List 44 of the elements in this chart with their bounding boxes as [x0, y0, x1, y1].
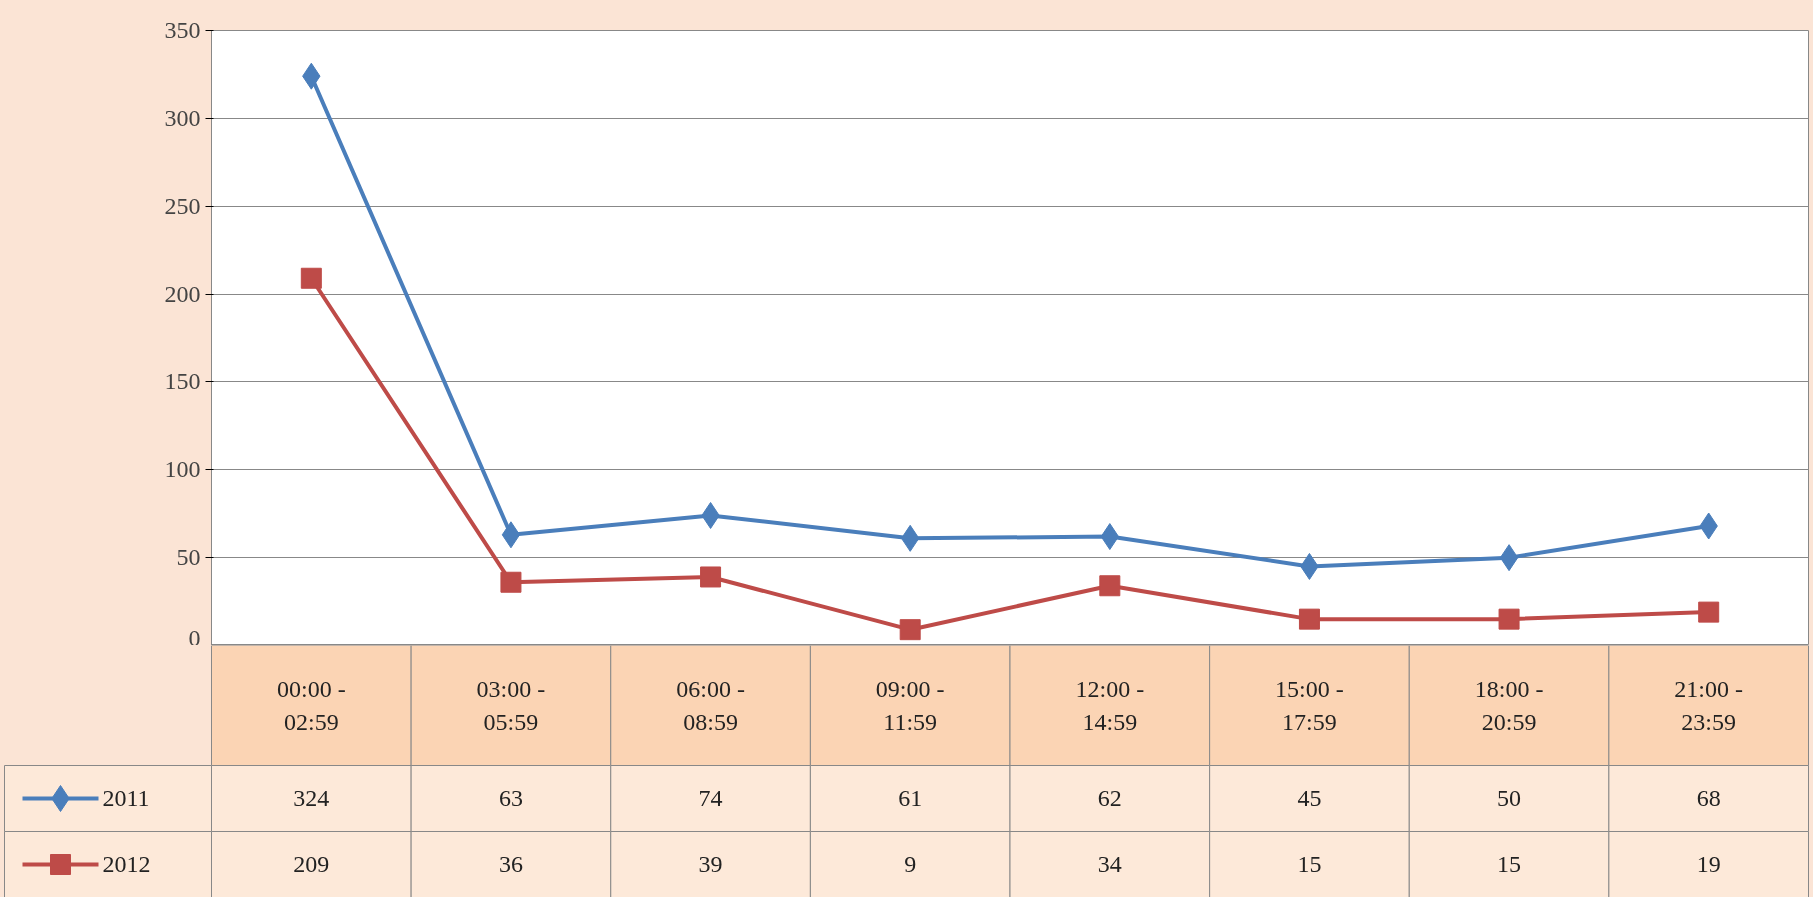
- x-tick-label: 15:00 - 17:59: [1275, 675, 1344, 736]
- data-label: 39: [698, 851, 723, 877]
- point: [300, 267, 322, 289]
- data-label: 15: [1497, 851, 1522, 877]
- y-tick-label: 200: [164, 280, 201, 307]
- point: [1099, 575, 1121, 597]
- point: [1298, 608, 1320, 630]
- point: [1498, 608, 1520, 630]
- x-tick-label: 12:00 - 14:59: [1075, 675, 1145, 736]
- point: [501, 521, 521, 549]
- x-tick-label: 21:00 - 23:59: [1674, 675, 1744, 736]
- x-tick-label: 06:00 - 08:59: [676, 675, 745, 736]
- y-tick-label: 100: [164, 456, 201, 483]
- legend-label: 2011: [102, 785, 150, 811]
- data-label: 62: [1097, 785, 1122, 811]
- y-tick-label: 250: [164, 192, 201, 219]
- point: [1499, 544, 1519, 572]
- data-label: 63: [498, 785, 523, 811]
- data-label: 74: [698, 785, 723, 811]
- y-tick-label: 50: [176, 544, 201, 571]
- x-tick-label: 18:00 - 20:59: [1474, 675, 1544, 736]
- data-label: 68: [1696, 785, 1721, 811]
- y-tick-label: 150: [164, 368, 201, 395]
- data-label: 50: [1497, 785, 1522, 811]
- x-tick-label: 09:00 - 11:59: [875, 675, 945, 736]
- data-label: 15: [1297, 851, 1322, 877]
- data-label: 209: [293, 851, 330, 877]
- y-tick-label: 350: [164, 17, 201, 43]
- data-label: 19: [1696, 851, 1721, 877]
- point: [500, 571, 522, 593]
- y-tick-label: 0: [188, 624, 201, 651]
- point: [1698, 601, 1720, 623]
- data-label: 9: [904, 851, 917, 877]
- data-label: 34: [1097, 851, 1122, 877]
- legend-label: 2012: [102, 851, 151, 877]
- point: [700, 566, 722, 588]
- x-tick-label: 00:00 - 02:59: [276, 675, 346, 736]
- data-label: 61: [898, 785, 923, 811]
- x-tick-label: 03:00 - 05:59: [476, 675, 546, 736]
- data-label: 324: [293, 785, 330, 811]
- point: [899, 619, 921, 641]
- data-label: 36: [498, 851, 523, 877]
- y-tick-label: 300: [164, 104, 201, 131]
- data-label: 45: [1297, 785, 1322, 811]
